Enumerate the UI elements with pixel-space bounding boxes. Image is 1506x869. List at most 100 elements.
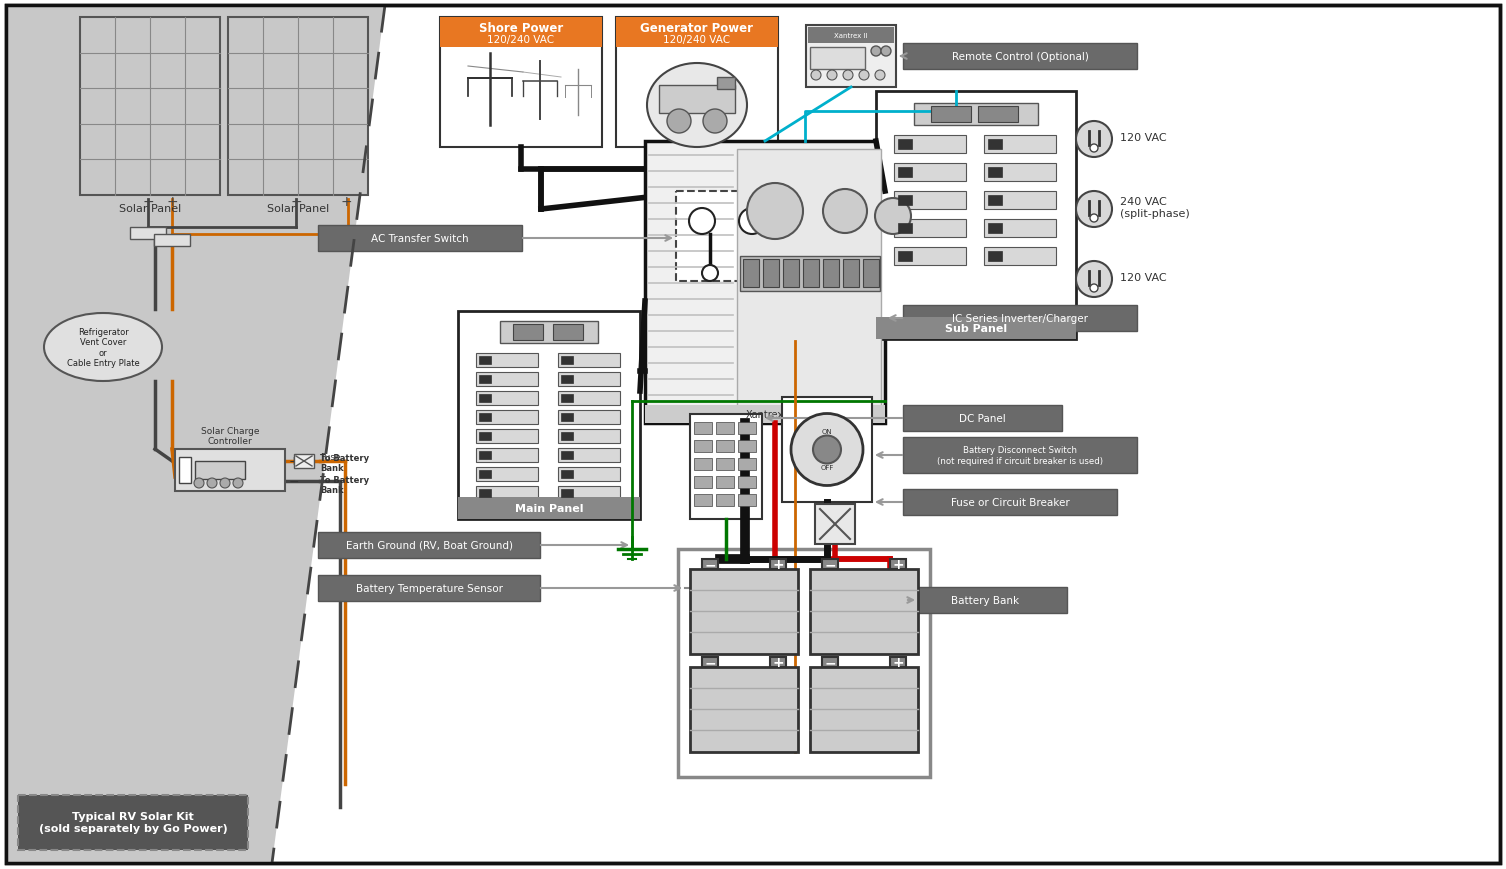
Text: −: − [291,195,301,209]
FancyBboxPatch shape [904,587,1066,614]
Bar [440,18,602,148]
Text: DC Panel: DC Panel [959,414,1006,423]
Text: −: − [824,655,836,669]
Bar [559,448,620,462]
Bar [694,459,712,470]
Polygon shape [6,6,386,863]
Bar [476,468,538,481]
Bar [476,429,538,443]
Text: +: + [340,195,352,209]
Bar [890,657,907,667]
Text: ON: ON [822,429,833,435]
Bar [476,487,538,501]
Text: −: − [824,557,836,571]
Bar [898,252,913,262]
Circle shape [690,209,715,235]
FancyBboxPatch shape [904,437,1137,474]
Bar [479,470,491,479]
Text: Battery Temperature Sensor: Battery Temperature Sensor [355,583,503,594]
Bar [715,494,733,507]
Circle shape [813,436,840,464]
Circle shape [858,71,869,81]
Text: IC Series Inverter/Charger: IC Series Inverter/Charger [952,314,1087,323]
Bar [895,220,965,238]
Bar [514,325,544,341]
Circle shape [843,71,852,81]
Bar [660,86,735,114]
Bar [690,569,798,654]
Bar [559,354,620,368]
Text: AC Transfer Switch: AC Transfer Switch [370,234,468,243]
Bar [645,406,886,423]
FancyBboxPatch shape [318,575,541,601]
Text: Sub Panel: Sub Panel [944,323,1008,334]
Bar [694,441,712,453]
Bar [130,228,166,240]
Bar [562,414,572,421]
Bar [895,164,965,182]
Text: Main Panel: Main Panel [515,503,583,514]
Bar [559,410,620,425]
Bar [479,375,491,383]
Bar [702,560,718,569]
Text: Earth Ground (RV, Boat Ground): Earth Ground (RV, Boat Ground) [345,541,512,550]
Bar [738,494,756,507]
Bar [479,489,491,497]
Bar [898,140,913,149]
Text: +: + [773,557,783,571]
Bar [810,48,864,70]
Bar [898,223,913,234]
Bar [876,318,1075,340]
Bar [694,476,712,488]
Bar [476,354,538,368]
Bar [876,92,1075,340]
Circle shape [1090,215,1098,222]
FancyBboxPatch shape [904,306,1137,332]
Bar [479,395,491,402]
Text: 120 VAC: 120 VAC [1120,133,1167,143]
Circle shape [1075,192,1111,228]
Ellipse shape [648,64,747,148]
Bar [678,549,931,777]
Bar [559,487,620,501]
Bar [988,168,1001,178]
Bar [562,470,572,479]
Bar [476,392,538,406]
Bar [843,260,858,288]
Bar [694,494,712,507]
Bar [895,248,965,266]
Text: −: − [142,195,154,209]
Bar [822,657,837,667]
Bar [476,448,538,462]
Bar [562,395,572,402]
Circle shape [875,199,911,235]
FancyBboxPatch shape [904,406,1062,432]
Circle shape [827,71,837,81]
Bar [738,459,756,470]
Bar [914,104,1038,126]
Bar [895,192,965,209]
Bar [770,560,786,569]
Bar [479,356,491,365]
Bar [738,476,756,488]
Text: −: − [705,557,715,571]
Text: +: + [166,195,178,209]
Bar [476,410,538,425]
Bar [738,422,756,434]
Bar [458,312,640,520]
Circle shape [1090,285,1098,293]
Bar [694,422,712,434]
Bar [294,454,313,468]
Bar [742,260,759,288]
Text: Remote Control (Optional): Remote Control (Optional) [952,52,1089,62]
Bar [822,260,839,288]
Text: OFF: OFF [821,465,834,471]
Circle shape [206,479,217,488]
Bar [715,476,733,488]
Text: 240 VAC
(split-phase): 240 VAC (split-phase) [1120,197,1190,218]
FancyBboxPatch shape [318,533,541,559]
Bar [690,415,762,520]
Text: Solar Panel: Solar Panel [267,203,330,214]
Bar [559,373,620,387]
Circle shape [1075,262,1111,298]
